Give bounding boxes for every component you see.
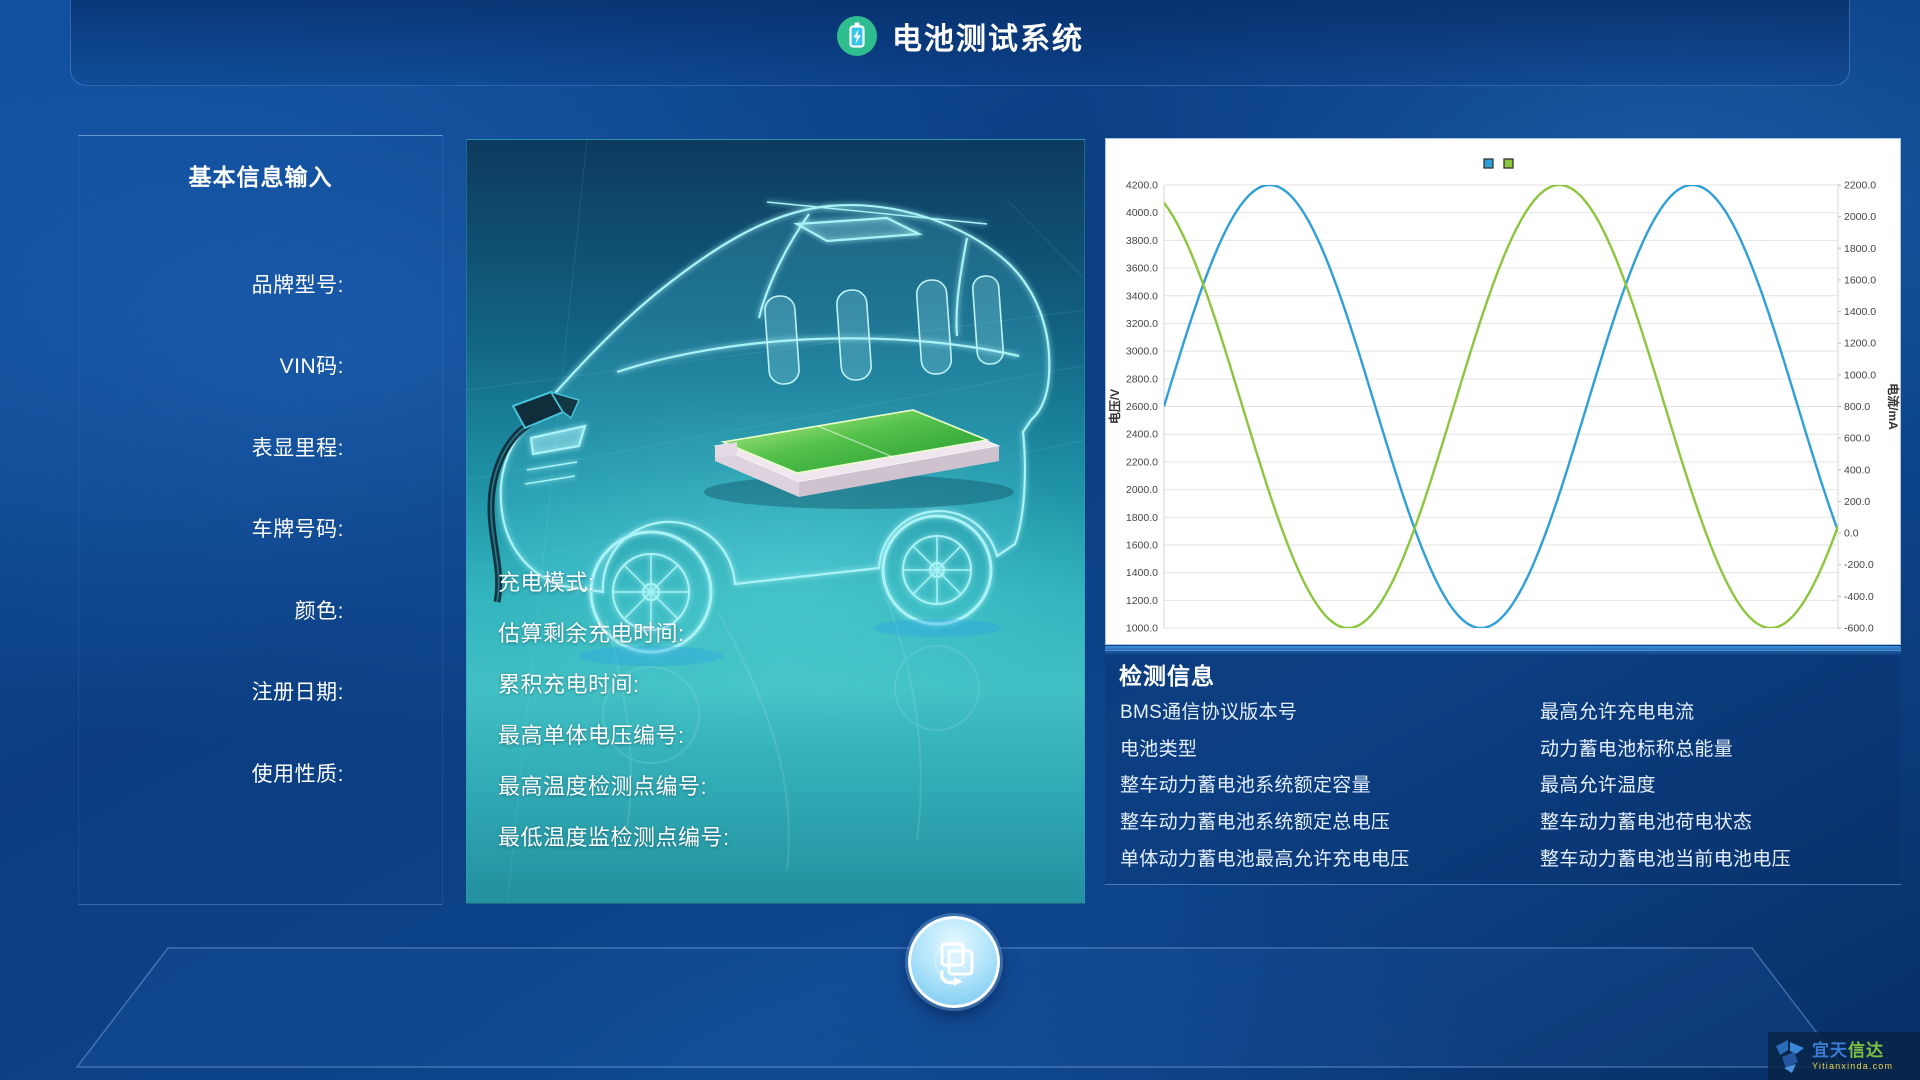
vehicle-visual-panel: 充电模式: 估算剩余充电时间: 累积充电时间: 最高单体电压编号: 最高温度检测点编号:… (466, 139, 1085, 904)
detection-item: 整车动力蓄电池系统额定总电压 (1120, 812, 1391, 834)
field-label: 颜色: (294, 599, 344, 623)
field-label: 注册日期: (251, 681, 344, 705)
svg-text:2000.0: 2000.0 (1126, 484, 1158, 496)
detection-item: BMS通信协议版本号 (1120, 701, 1298, 723)
svg-text:3800.0: 3800.0 (1126, 235, 1158, 247)
battery-charge-icon (836, 15, 878, 57)
svg-text:1800.0: 1800.0 (1844, 243, 1876, 255)
field-label: 表显里程: (251, 436, 344, 460)
svg-text:1000.0: 1000.0 (1126, 623, 1158, 635)
svg-text:4000.0: 4000.0 (1126, 207, 1158, 219)
svg-text:1400.0: 1400.0 (1126, 567, 1158, 579)
svg-text:-600.0: -600.0 (1844, 623, 1874, 635)
svg-text:3000.0: 3000.0 (1126, 346, 1158, 358)
voltage-current-chart: 4200.0 4000.0 3800.0 3600.0 3400.0 3200.0 3000… (1107, 158, 1900, 635)
svg-text:2800.0: 2800.0 (1126, 373, 1158, 385)
charging-label: 充电模式: (498, 569, 595, 595)
watermark-brand-green: 信达 (1848, 1040, 1884, 1060)
svg-text:2200.0: 2200.0 (1844, 180, 1876, 192)
detection-info-right-column: 最高允许充电电流动力蓄电池标称总能量 最高允许温度整车动力蓄电池荷电状态整车动力蓄… (1540, 692, 1890, 876)
detection-item: 整车动力蓄电池荷电状态 (1540, 812, 1753, 834)
basic-info-fields: 品牌型号: VIN码: 表显里程: 车牌号码: 颜色: 注册日期: 使用性质: (79, 243, 344, 814)
charging-label: 最高温度检测点编号: (498, 773, 708, 799)
charging-status-labels: 充电模式: 估算剩余充电时间: 累积充电时间: 最高单体电压编号: 最高温度检测点编号:… (498, 555, 1064, 861)
detection-item: 整车动力蓄电池系统额定容量 (1120, 775, 1371, 797)
transfer-copy-icon (934, 941, 974, 986)
charging-label: 估算剩余充电时间: (498, 620, 685, 646)
svg-text:1600.0: 1600.0 (1126, 539, 1158, 551)
watermark-logo-icon (1776, 1040, 1804, 1073)
svg-text:电流/mA: 电流/mA (1886, 383, 1900, 430)
svg-text:1400.0: 1400.0 (1844, 306, 1876, 318)
svg-text:2400.0: 2400.0 (1126, 429, 1158, 441)
watermark-text: 宜天信达 Yitianxinda.com (1812, 1042, 1893, 1071)
app-header: 电池测试系统 (70, 0, 1850, 86)
chart-panel: 4200.0 4000.0 3800.0 3600.0 3400.0 3200.0 3000… (1105, 138, 1901, 645)
svg-text:3400.0: 3400.0 (1126, 290, 1158, 302)
svg-text:600.0: 600.0 (1844, 433, 1870, 445)
svg-text:2200.0: 2200.0 (1126, 456, 1158, 468)
svg-text:4200.0: 4200.0 (1126, 180, 1158, 192)
battery-pack-graphic (704, 409, 1014, 509)
svg-text:1800.0: 1800.0 (1126, 512, 1158, 524)
svg-text:400.0: 400.0 (1844, 464, 1870, 476)
detection-item: 最高允许充电电流 (1540, 701, 1695, 723)
detection-item: 电池类型 (1120, 738, 1198, 760)
detection-info-panel: 检测信息 BMS通信协议版本号 电池类型整车动力蓄电池系统额定容量 整车动力蓄电池系… (1105, 650, 1901, 885)
field-label: 车牌号码: (251, 518, 344, 542)
svg-text:0.0: 0.0 (1844, 528, 1859, 540)
svg-text:1200.0: 1200.0 (1844, 338, 1876, 350)
svg-text:电压/V: 电压/V (1107, 389, 1122, 424)
basic-info-title: 基本信息输入 (188, 164, 333, 190)
field-label: 品牌型号: (251, 273, 344, 297)
field-label: VIN码: (279, 355, 344, 379)
basic-info-panel: 基本信息输入 品牌型号: VIN码: 表显里程: 车牌号码: 颜色: 注册日期: 使用性质: (78, 135, 443, 905)
svg-text:3600.0: 3600.0 (1126, 263, 1158, 275)
detection-info-left-column: BMS通信协议版本号 电池类型整车动力蓄电池系统额定容量 整车动力蓄电池系统额定总电… (1120, 692, 1530, 876)
svg-text:1600.0: 1600.0 (1844, 274, 1876, 286)
svg-text:2000.0: 2000.0 (1844, 211, 1876, 223)
detection-item: 最高允许温度 (1540, 775, 1656, 797)
watermark-brand-blue: 宜天 (1812, 1040, 1848, 1060)
detection-item: 动力蓄电池标称总能量 (1540, 738, 1734, 760)
svg-text:1000.0: 1000.0 (1844, 369, 1876, 381)
svg-text:2600.0: 2600.0 (1126, 401, 1158, 413)
svg-text:200.0: 200.0 (1844, 496, 1870, 508)
ev-car-illustration (467, 140, 1084, 903)
svg-text:-200.0: -200.0 (1844, 559, 1874, 571)
charging-label: 最低温度监检测点编号: (498, 824, 730, 850)
transfer-button[interactable] (908, 916, 1000, 1008)
detection-info-title: 检测信息 (1119, 663, 1215, 689)
page-title: 电池测试系统 (892, 23, 1084, 56)
watermark-domain: Yitianxinda.com (1812, 1060, 1894, 1071)
charging-label: 累积充电时间: (498, 671, 640, 697)
field-label: 使用性质: (251, 762, 344, 786)
detection-item: 整车动力蓄电池当前电池电压 (1540, 849, 1791, 871)
svg-text:800.0: 800.0 (1844, 401, 1870, 413)
watermark: 宜天信达 Yitianxinda.com (1768, 1032, 1920, 1080)
detection-item: 单体动力蓄电池最高允许充电电压 (1120, 849, 1410, 871)
svg-text:3200.0: 3200.0 (1126, 318, 1158, 330)
charging-label: 最高单体电压编号: (498, 722, 685, 748)
svg-text:1200.0: 1200.0 (1126, 595, 1158, 607)
svg-text:-400.0: -400.0 (1844, 591, 1874, 603)
chart-panel-bottom-trim (1105, 646, 1901, 655)
